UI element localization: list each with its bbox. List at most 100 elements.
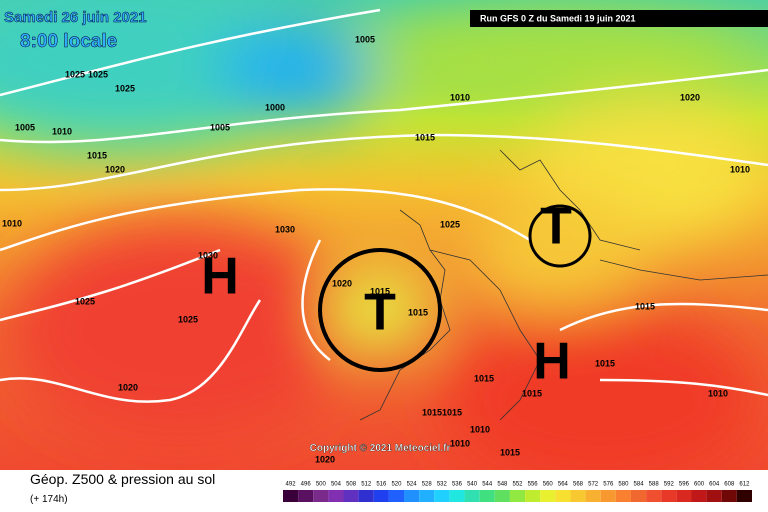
isobar-label: 1025 xyxy=(75,296,95,306)
legend-swatch xyxy=(540,490,556,502)
isobar-label: 1025 xyxy=(178,314,198,324)
isobar-label: 1015 xyxy=(370,286,390,296)
legend-scale-label: 516 xyxy=(376,482,387,488)
isobar-label: 1020 xyxy=(105,164,125,174)
legend-scale-label: 496 xyxy=(301,482,312,488)
legend-scale-label: 504 xyxy=(331,482,342,488)
legend-scale-label: 524 xyxy=(407,482,418,488)
legend-swatch xyxy=(736,490,752,502)
legend-scale-label: 600 xyxy=(694,482,705,488)
legend-scale-label: 604 xyxy=(709,482,720,488)
forecast-date: Samedi 26 juin 2021 xyxy=(4,9,147,26)
legend-swatch xyxy=(570,490,586,502)
legend-swatch xyxy=(706,490,722,502)
legend-swatch xyxy=(419,490,435,502)
high-pressure-label: H xyxy=(533,333,571,391)
legend-swatch xyxy=(434,490,450,502)
legend-scale-label: 584 xyxy=(634,482,645,488)
isobar-label: 1020 xyxy=(315,454,335,464)
legend-swatch xyxy=(509,490,526,502)
high-pressure-label: H xyxy=(201,248,239,306)
legend-scale-label: 500 xyxy=(316,482,327,488)
legend-swatch xyxy=(283,490,299,502)
legend-scale-label: 592 xyxy=(664,482,675,488)
legend-scale-label: 580 xyxy=(618,482,629,488)
forecast-time: 8:00 locale xyxy=(20,31,117,52)
isobar-label: 1015 xyxy=(522,388,542,398)
isobar-label: 1010 xyxy=(450,438,470,448)
legend-swatch xyxy=(585,490,601,502)
map-background xyxy=(0,0,768,470)
isobar-label: 1015 xyxy=(415,132,435,142)
legend-swatch xyxy=(630,490,647,502)
legend-swatch xyxy=(449,490,465,502)
run-box xyxy=(470,10,768,27)
legend-swatch xyxy=(691,490,707,502)
legend-scale-label: 548 xyxy=(497,482,508,488)
legend-swatch xyxy=(404,490,420,502)
legend-swatch xyxy=(313,490,329,502)
isobar-label: 1015 xyxy=(442,407,462,417)
legend-scale-label: 544 xyxy=(482,482,493,488)
isobar-label: 1015 xyxy=(635,301,655,311)
isobar-label: 1020 xyxy=(680,92,700,102)
legend-swatch xyxy=(646,490,662,502)
isobar-label: 1030 xyxy=(198,250,218,260)
legend-swatch xyxy=(388,490,405,502)
isobar-label: 1015 xyxy=(422,407,442,417)
isobar-label: 1030 xyxy=(275,224,295,234)
isobar-label: 1010 xyxy=(2,218,22,228)
legend-swatch xyxy=(358,490,374,502)
isobar-label: 1010 xyxy=(708,388,728,398)
isobar-label: 1015 xyxy=(500,447,520,457)
legend-scale-label: 520 xyxy=(391,482,402,488)
copyright: Copyright © 2021 Meteociel.fr xyxy=(310,443,451,454)
isobar-label: 1005 xyxy=(15,122,35,132)
run-info: Run GFS 0 Z du Samedi 19 juin 2021 xyxy=(480,13,636,23)
legend-scale-label: 564 xyxy=(558,482,569,488)
isobar-label: 1015 xyxy=(87,150,107,160)
legend-scale-label: 532 xyxy=(437,482,448,488)
isobar-label: 1025 xyxy=(115,83,135,93)
legend-scale-label: 512 xyxy=(361,482,372,488)
legend-scale-label: 568 xyxy=(573,482,584,488)
isobar-label: 1025 xyxy=(65,69,85,79)
legend-scale-label: 552 xyxy=(512,482,523,488)
legend-scale-label: 556 xyxy=(528,482,539,488)
legend-scale-label: 560 xyxy=(543,482,554,488)
low-marker-circle xyxy=(318,248,442,372)
isobar-label: 1020 xyxy=(118,382,138,392)
isobar-label: 1025 xyxy=(440,219,460,229)
legend-scale-label: 588 xyxy=(649,482,660,488)
legend-swatch xyxy=(661,490,677,502)
isobar-label: 1010 xyxy=(52,126,72,136)
legend-swatch xyxy=(343,490,359,502)
legend-swatch xyxy=(373,490,389,502)
legend-scale-label: 576 xyxy=(603,482,614,488)
isobar-label: 1015 xyxy=(595,358,615,368)
legend-scale-label: 492 xyxy=(286,482,297,488)
legend-swatch xyxy=(600,490,616,502)
low-marker-circle xyxy=(528,204,592,268)
low-pressure-label: T xyxy=(540,198,572,256)
legend-scale-label: 596 xyxy=(679,482,690,488)
legend-title: Géop. Z500 & pression au sol xyxy=(30,471,215,487)
legend-swatch xyxy=(328,490,344,502)
legend-lead: (+ 174h) xyxy=(30,494,68,505)
isobar-label: 1015 xyxy=(408,307,428,317)
legend-swatch xyxy=(494,490,510,502)
legend-scale-label: 572 xyxy=(588,482,599,488)
low-pressure-label: T xyxy=(364,284,396,342)
isobar-label: 1000 xyxy=(265,102,285,112)
legend-swatch xyxy=(615,490,631,502)
isobar-label: 1005 xyxy=(355,34,375,44)
legend-swatch xyxy=(464,490,480,502)
isobar-label: 1010 xyxy=(730,164,750,174)
legend-scale-label: 536 xyxy=(452,482,463,488)
legend-scale-label: 612 xyxy=(739,482,750,488)
legend-swatch xyxy=(298,490,314,502)
legend-swatch xyxy=(525,490,541,502)
isobar-label: 1010 xyxy=(470,424,490,434)
legend-swatch xyxy=(479,490,495,502)
